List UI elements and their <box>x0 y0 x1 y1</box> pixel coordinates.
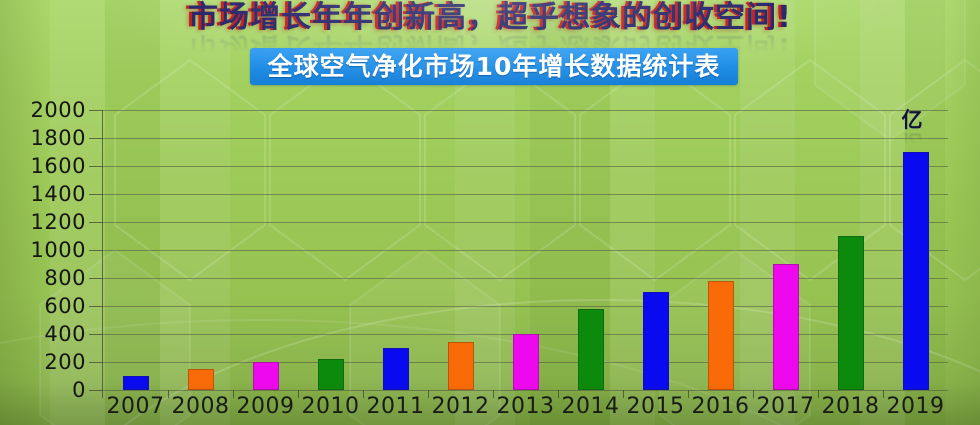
x-axis-label-2019: 2019 <box>886 394 945 419</box>
y-axis-label-1200: 1200 <box>30 210 86 234</box>
gridline-1000 <box>103 250 948 251</box>
gridline-600 <box>103 306 948 307</box>
y-tick-800 <box>89 278 103 279</box>
x-axis-label-2017: 2017 <box>756 394 815 419</box>
y-tick-0 <box>89 390 103 391</box>
bar-2012 <box>447 342 474 390</box>
y-tick-1400 <box>89 194 103 195</box>
gridline-0 <box>103 390 948 391</box>
plot-area <box>89 110 948 398</box>
x-tick-6 <box>493 390 494 398</box>
x-tick-4 <box>363 390 364 398</box>
bar-2009 <box>252 362 279 390</box>
y-axis-label-1000: 1000 <box>30 238 86 262</box>
x-tick-2 <box>233 390 234 398</box>
x-axis-label-2012: 2012 <box>431 394 490 419</box>
x-axis-label-2007: 2007 <box>106 394 165 419</box>
gridline-1200 <box>103 222 948 223</box>
subtitle-banner-text: 全球空气净化市场10年增长数据统计表 <box>267 52 721 81</box>
y-tick-1800 <box>89 138 103 139</box>
x-axis-label-2011: 2011 <box>366 394 425 419</box>
bar-2015 <box>642 292 669 390</box>
y-axis-label-0: 0 <box>72 378 86 402</box>
bar-2013 <box>512 334 539 390</box>
x-tick-1 <box>168 390 169 398</box>
bar-2007 <box>122 376 149 390</box>
x-tick-5 <box>428 390 429 398</box>
x-axis-label-2013: 2013 <box>496 394 555 419</box>
x-axis-label-2016: 2016 <box>691 394 750 419</box>
y-axis-label-400: 400 <box>44 322 86 346</box>
page-title: 市场增长年年创新高，超乎想象的创收空间! <box>188 0 792 35</box>
x-axis-label-2008: 2008 <box>171 394 230 419</box>
x-tick-8 <box>623 390 624 398</box>
bar-2010 <box>317 359 344 390</box>
gridline-1400 <box>103 194 948 195</box>
header: 市场增长年年创新高，超乎想象的创收空间! 市场增长年年创新高，超乎想象的创收空间… <box>0 0 980 65</box>
y-axis-label-800: 800 <box>44 266 86 290</box>
y-tick-600 <box>89 306 103 307</box>
x-tick-10 <box>753 390 754 398</box>
x-axis-label-2015: 2015 <box>626 394 685 419</box>
x-tick-11 <box>818 390 819 398</box>
y-axis-label-1800: 1800 <box>30 126 86 150</box>
y-tick-1200 <box>89 222 103 223</box>
x-axis-labels: 2007 2008 2009 2010 2011 2012 2013 2014 2015 2016… <box>103 394 948 422</box>
unit-label-reflection: 亿 <box>901 130 923 154</box>
y-tick-2000 <box>89 110 103 111</box>
x-tick-7 <box>558 390 559 398</box>
y-tick-1000 <box>89 250 103 251</box>
gridline-1600 <box>103 166 948 167</box>
x-axis-label-2010: 2010 <box>301 394 360 419</box>
y-axis-label-2000: 2000 <box>30 98 86 122</box>
bar-2016 <box>707 280 734 390</box>
bar-2019 <box>902 152 929 390</box>
gridline-800 <box>103 278 948 279</box>
bar-2017 <box>772 264 799 390</box>
x-tick-12 <box>883 390 884 398</box>
bar-2008 <box>187 369 214 390</box>
y-axis-label-1600: 1600 <box>30 154 86 178</box>
y-axis-label-1400: 1400 <box>30 182 86 206</box>
bar-2011 <box>382 348 409 390</box>
x-axis-label-2009: 2009 <box>236 394 295 419</box>
x-axis-label-2018: 2018 <box>821 394 880 419</box>
bar-2018 <box>837 236 864 390</box>
x-tick-3 <box>298 390 299 398</box>
gridline-2000 <box>103 110 948 111</box>
y-axis-labels: 2000 1800 1600 1400 1200 1000 800 600 400 200 0 <box>0 98 86 402</box>
y-axis-label-600: 600 <box>44 294 86 318</box>
y-axis-line <box>102 110 103 398</box>
y-tick-400 <box>89 334 103 335</box>
subtitle-banner: 全球空气净化市场10年增长数据统计表 <box>250 48 738 85</box>
unit-label: 亿 <box>901 108 923 132</box>
x-tick-9 <box>688 390 689 398</box>
gridline-1800 <box>103 138 948 139</box>
y-axis-label-200: 200 <box>44 350 86 374</box>
y-tick-1600 <box>89 166 103 167</box>
x-axis-label-2014: 2014 <box>561 394 620 419</box>
bar-2014 <box>577 308 604 390</box>
y-tick-200 <box>89 362 103 363</box>
